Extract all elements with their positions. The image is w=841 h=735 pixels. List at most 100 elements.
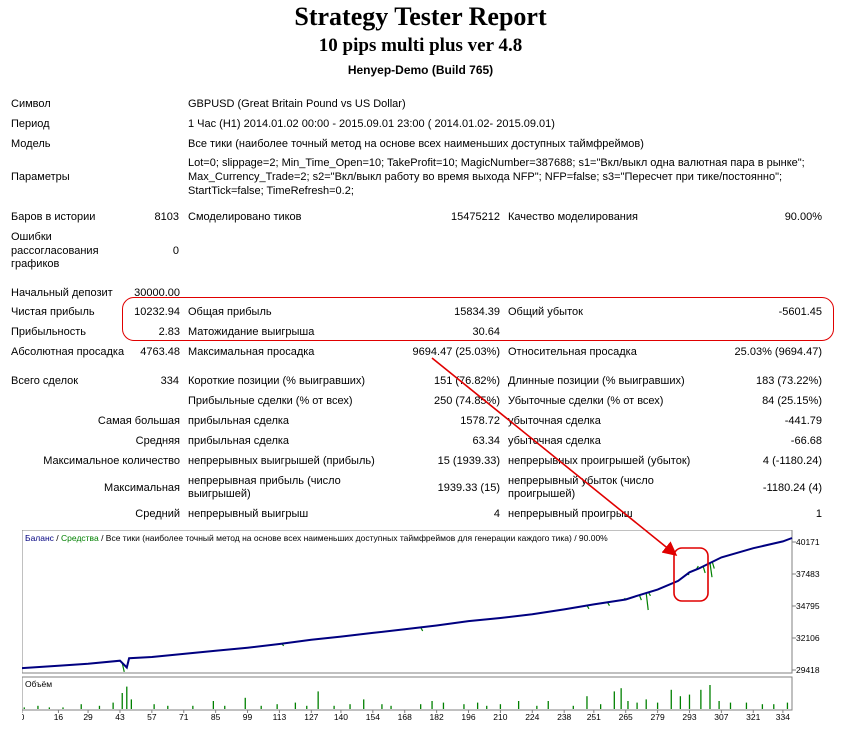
average-consecutive-losses-label: непрерывный проигрыш [508,508,633,520]
average-profit-value: 63.34 [472,435,500,447]
x-tick-label: 168 [398,712,412,720]
gross-loss-label: Общий убыток [508,306,583,318]
short-positions-value: 151 (76.82%) [433,375,500,387]
average-profit-label: прибыльная сделка [188,435,290,447]
x-tick-label: 334 [776,712,790,720]
x-tick-label: 140 [334,712,348,720]
maximal-loss-value: -1180.24 (4) [762,482,822,494]
max-consecutive-losses-label: непрерывных проигрышей (убыток) [508,455,691,467]
average-label: Средняя [135,435,180,447]
chart-legend: Баланс / Средства / Все тики (наиболее т… [25,533,608,543]
legend-equity: Средства [61,533,99,543]
average-loss-label: убыточная сделка [508,435,601,447]
mismatch-label-1: Ошибки [11,231,52,243]
y-axis-ticks: 40171 37483 34795 32106 29418 [792,537,820,675]
equity-point [711,561,715,569]
legend-balance: Баланс [25,533,55,543]
volume-label: Объём [25,679,52,689]
x-tick-label: 16 [54,712,64,720]
x-tick-label: 196 [461,712,475,720]
bars-value: 8103 [154,211,179,223]
highlight-box-profit [122,297,834,341]
x-tick-label: 321 [746,712,760,720]
largest-label: Самая большая [97,415,180,427]
mismatch-value: 0 [172,245,179,257]
total-trades-value: 334 [160,375,179,387]
y-tick-label: 32106 [796,633,820,643]
quality-value: 90.00% [784,211,822,223]
profit-factor-value: 2.83 [158,326,180,338]
average-consecutive-wins-label: непрерывный выигрыш [188,508,309,520]
x-tick-label: 113 [273,712,287,720]
profit-trades-value: 250 (74.85%) [433,395,500,407]
average-consecutive-wins-value: 4 [493,508,500,520]
params-line-3: StartTick=false; TimeRefresh=0.2; [188,185,354,197]
maximal-profit-label-1: непрерывная прибыль (число [188,475,341,487]
balance-plot-frame [21,529,793,674]
period-value: 1 Час (H1) 2014.01.02 00:00 - 2015.09.01… [188,118,555,130]
equity-point [645,592,649,611]
period-label: Период [11,118,50,130]
x-tick-label: 224 [525,712,539,720]
short-positions-label: Короткие позиции (% выигравших) [188,375,366,387]
x-tick-label: 0 [22,712,25,720]
total-trades-label: Всего сделок [11,375,79,387]
largest-loss-label: убыточная сделка [508,415,601,427]
params-label: Параметры [11,171,70,183]
y-tick-label: 29418 [796,665,820,675]
absolute-drawdown-label: Абсолютная просадка [11,346,125,358]
legend-description: / Все тики (наиболее точный метод на осн… [99,533,608,543]
long-positions-value: 183 (73.22%) [755,375,822,387]
x-tick-label: 99 [243,712,253,720]
ticks-value: 15475212 [451,211,500,223]
symbol-label: Символ [11,98,51,110]
x-tick-label: 127 [304,712,318,720]
maximal-loss-label-2: проигрышей) [508,488,576,500]
y-tick-label: 37483 [796,569,820,579]
x-tick-label: 210 [493,712,507,720]
x-tick-label: 182 [430,712,444,720]
average-consecutive-label: Средний [135,508,180,520]
max-consecutive-wins-value: 15 (1939.33) [437,455,500,467]
x-tick-label: 279 [650,712,664,720]
max-consecutive-wins-label: непрерывных выигрышей (прибыль) [188,455,375,467]
mismatch-label-3: графиков [11,258,60,270]
x-tick-label: 238 [557,712,571,720]
expected-payoff-label: Матожидание выигрыша [188,326,315,338]
x-tick-label: 307 [714,712,728,720]
quality-label: Качество моделирования [508,211,638,223]
x-tick-label: 293 [682,712,696,720]
mismatch-label-2: рассогласования [11,245,99,257]
net-profit-label: Чистая прибыль [11,306,95,318]
max-consecutive-count-label: Максимальное количество [43,455,180,467]
params-line-2: Max_Currency_Trade=2; s2="Вкл/выкл работ… [188,171,783,183]
params-line-1: Lot=0; slippage=2; Min_Time_Open=10; Tak… [188,157,805,169]
relative-drawdown-value: 25.03% (9694.47) [734,346,822,358]
balance-chart: Баланс / Средства / Все тики (наиболее т… [20,529,832,725]
loss-trades-label: Убыточные сделки (% от всех) [508,395,664,407]
ticks-label: Смоделировано тиков [188,211,302,223]
y-tick-label: 40171 [796,537,820,547]
relative-drawdown-label: Относительная просадка [508,346,637,358]
largest-profit-value: 1578.72 [460,415,500,427]
volume-plot-frame [21,676,793,711]
deposit-value: 30000.00 [134,287,180,299]
maximal-profit-label-2: выигрышей) [188,488,251,500]
model-value: Все тики (наиболее точный метод на основ… [188,138,644,150]
maximal-drawdown-value: 9694.47 (25.03%) [412,346,500,358]
loss-trades-value: 84 (25.15%) [762,395,822,407]
x-tick-label: 57 [147,712,157,720]
account-name: Henyep-Demo (Build 765) [347,63,494,77]
largest-profit-label: прибыльная сделка [188,415,290,427]
x-tick-label: 43 [115,712,125,720]
long-positions-label: Длинные позиции (% выигравших) [508,375,685,387]
maximal-loss-label-1: непрерывный убыток (число [508,475,654,487]
average-consecutive-losses-value: 1 [815,508,822,520]
expected-payoff-value: 30.64 [472,326,500,338]
maximal-drawdown-label: Максимальная просадка [188,346,315,358]
equity-point [709,562,713,578]
x-axis-ticks: 0 16 29 43 57 71 85 99 113 127 140 154 168 182 196 210 2… [20,710,790,722]
model-label: Модель [11,138,51,150]
deposit-label: Начальный депозит [11,287,113,299]
profit-trades-label: Прибыльные сделки (% от всех) [188,395,353,407]
